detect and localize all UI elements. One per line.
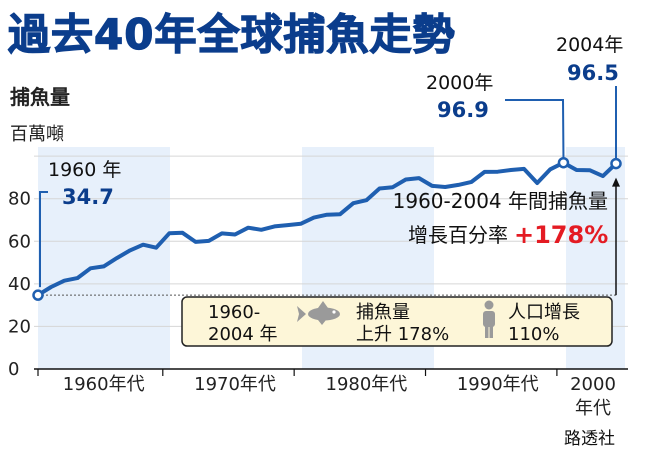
data-point-1965	[102, 264, 106, 268]
y-tick-label: 80	[8, 189, 31, 210]
data-point-1969	[154, 246, 158, 250]
legend-people-line1: 人口增長	[508, 302, 580, 323]
band-1960s	[38, 147, 170, 369]
legend: 1960- 2004 年 捕魚量 上升 178% 人口增長 110%	[181, 296, 613, 347]
x-ticks: 1960年代 1970年代 1980年代 1990年代 2000 年代	[37, 369, 616, 419]
y-axis-unit: 百萬噸	[10, 124, 64, 145]
legend-fish-line1: 捕魚量	[356, 302, 410, 323]
data-point-1971	[180, 231, 185, 235]
data-point-1972	[194, 240, 198, 244]
person-icon	[483, 300, 495, 338]
data-point-1987	[391, 185, 395, 189]
annotation-1960: 1960 年 34.7	[39, 159, 121, 288]
x-tick-label: 1990年代	[457, 374, 539, 395]
x-tick-label: 2000	[570, 374, 616, 395]
y-tick-label: 0	[8, 359, 19, 380]
data-point-1991	[443, 185, 447, 189]
legend-people-line2: 110%	[508, 324, 559, 345]
annotation-1960-connector	[39, 191, 48, 288]
highlight-point-1960	[32, 289, 44, 301]
annotation-1960-value: 34.7	[62, 185, 114, 209]
data-point-1996	[509, 168, 513, 172]
annotation-2000-connector	[505, 99, 565, 158]
data-point-2001	[574, 168, 579, 172]
x-tick-label: 1970年代	[194, 374, 276, 395]
data-point-1980	[299, 222, 303, 226]
data-point-1982	[325, 213, 329, 217]
annotation-2004-label: 2004年	[556, 34, 623, 56]
data-point-1998	[535, 181, 539, 185]
y-tick-label: 20	[8, 316, 31, 337]
data-point-1963	[75, 276, 80, 280]
data-point-1994	[483, 170, 487, 174]
annotation-2000-value: 96.9	[437, 98, 489, 122]
data-point-1967	[128, 248, 132, 253]
data-point-1961	[49, 285, 53, 289]
data-point-1999	[548, 167, 552, 171]
data-point-2003	[601, 174, 605, 178]
data-point-1997	[522, 167, 526, 171]
data-point-2002	[588, 168, 592, 172]
data-point-1975	[233, 232, 237, 237]
data-point-1962	[62, 279, 66, 283]
data-point-1995	[496, 170, 500, 174]
data-point-1977	[259, 228, 263, 232]
x-tick-label: 1960年代	[63, 374, 145, 395]
decade-bands	[38, 147, 625, 369]
y-ticks: 0 20 40 60 80	[8, 189, 31, 380]
y-tick-label: 60	[8, 231, 31, 252]
y-tick-label: 40	[8, 274, 31, 295]
data-point-1990	[430, 184, 434, 188]
data-point-1964	[88, 266, 93, 270]
annotation-2000: 2000年 96.9	[426, 72, 565, 158]
data-point-1976	[246, 226, 250, 230]
x-tick-label: 年代	[575, 398, 611, 419]
credit: 路透社	[564, 429, 615, 449]
data-point-1978	[272, 224, 277, 228]
data-point-1981	[312, 216, 316, 220]
annotation-2004: 2004年 96.5	[556, 34, 623, 159]
data-point-1979	[285, 223, 290, 227]
annotation-2004-value: 96.5	[567, 61, 619, 85]
x-tick-label: 1980年代	[326, 374, 408, 395]
y-axis-label: 捕魚量	[10, 85, 70, 109]
data-point-1984	[351, 201, 355, 205]
data-point-1993	[469, 180, 474, 184]
data-point-1973	[207, 239, 211, 243]
legend-period-line1: 1960-	[208, 302, 260, 323]
legend-box	[181, 296, 613, 347]
highlight-point-2000	[557, 156, 570, 169]
growth-note-value: +178%	[514, 221, 608, 249]
annotation-2000-label: 2000年	[426, 72, 493, 94]
data-point-1988	[404, 177, 408, 182]
fish-icon	[297, 301, 340, 325]
data-point-1974	[220, 231, 224, 236]
highlight-point-2004	[610, 157, 622, 170]
legend-fish-line2: 上升 178%	[356, 324, 449, 345]
data-point-1985	[364, 198, 369, 202]
annotation-1960-label: 1960 年	[48, 159, 121, 181]
data-point-1983	[338, 212, 342, 216]
legend-period-line2: 2004 年	[208, 324, 278, 345]
growth-arrowhead	[612, 177, 620, 187]
data-point-1986	[377, 186, 382, 191]
data-point-1992	[456, 183, 460, 187]
chart-title: 過去40年全球捕魚走勢	[8, 10, 455, 59]
data-point-1970	[167, 231, 171, 235]
data-point-1966	[115, 256, 119, 260]
growth-note-line2: 增長百分率	[408, 223, 508, 247]
data-points	[32, 156, 622, 301]
data-point-1968	[141, 243, 145, 247]
growth-note-line1: 1960-2004 年間捕魚量	[393, 189, 608, 213]
data-point-1989	[417, 176, 421, 180]
